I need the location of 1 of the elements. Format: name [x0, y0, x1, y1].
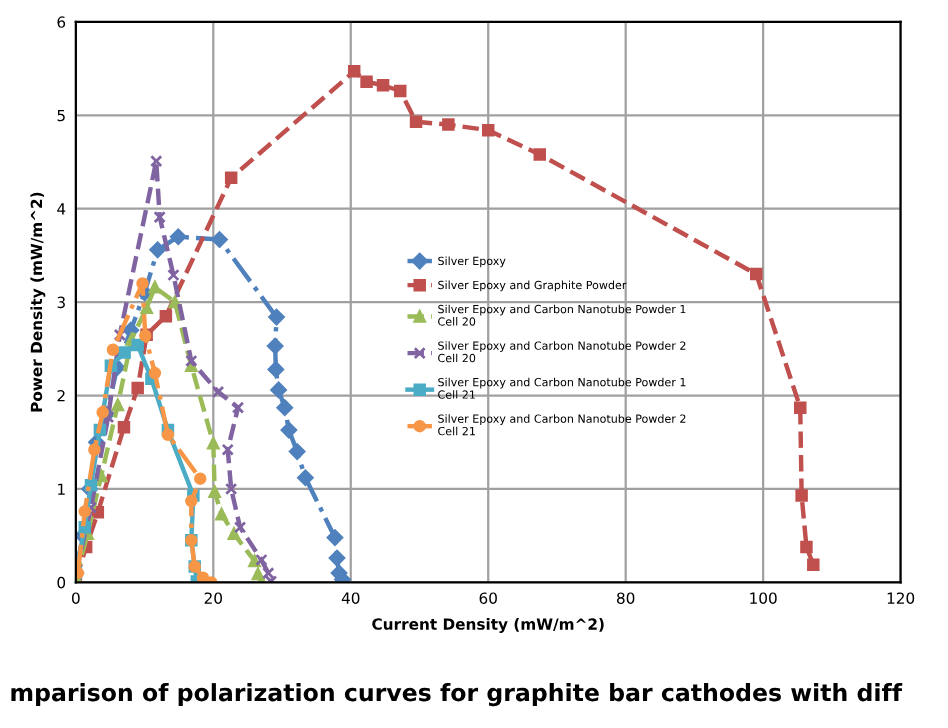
text: mparison of polarization curves for graphite bar cathodes with diff: [11, 683, 903, 707]
